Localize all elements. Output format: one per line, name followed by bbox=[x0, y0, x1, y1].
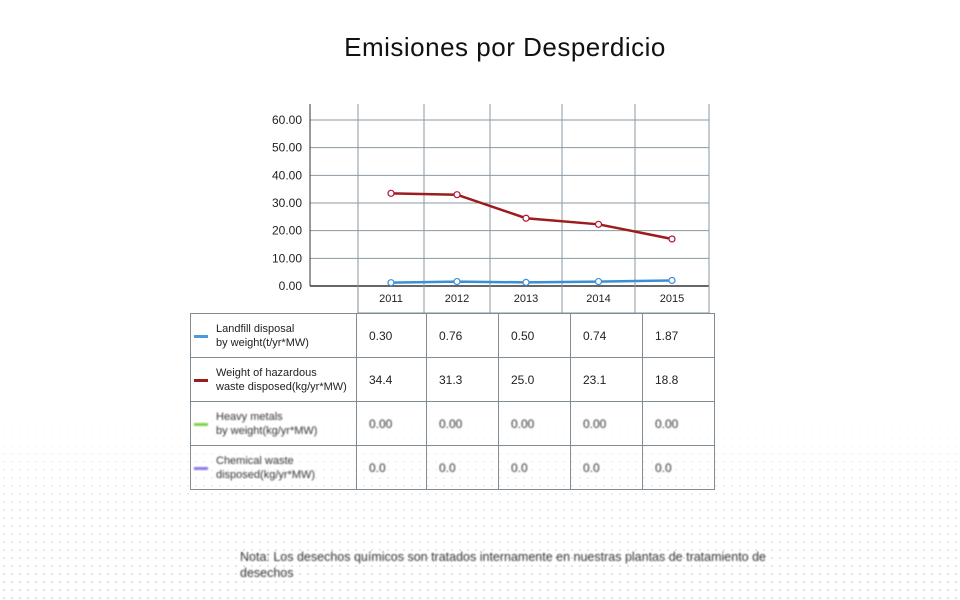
table-cell: 0.00 bbox=[498, 401, 571, 446]
x-tick-label: 2011 bbox=[379, 293, 403, 305]
series-label-line: Landfill disposal bbox=[216, 322, 295, 335]
table-cell: 0.00 bbox=[570, 401, 643, 446]
data-point bbox=[453, 277, 461, 286]
y-tick-label: 20.00 bbox=[272, 224, 302, 238]
table-cell: 0.00 bbox=[426, 401, 499, 446]
data-point bbox=[668, 276, 676, 285]
y-tick-label: 50.00 bbox=[272, 141, 302, 155]
data-point bbox=[594, 277, 603, 286]
legend-swatch bbox=[194, 466, 208, 470]
data-point bbox=[594, 220, 603, 228]
table-cell: 0.30 bbox=[356, 313, 427, 358]
data-point bbox=[522, 214, 530, 222]
table-cell: 0.0 bbox=[498, 445, 571, 490]
series-label-line: disposed(kg/yr*MW) bbox=[216, 468, 316, 481]
table-cell: 25.0 bbox=[498, 357, 571, 402]
chart-title: Emisiones por Desperdicio bbox=[344, 32, 666, 62]
legend-swatch bbox=[194, 378, 208, 382]
series-label: Weight of hazardous waste disposed(kg/yr*… bbox=[190, 357, 357, 402]
data-point bbox=[522, 278, 530, 287]
footnote: Nota: Los desechos químicos son tratados… bbox=[240, 550, 767, 580]
table-cell: 1.87 bbox=[642, 313, 715, 358]
table-row: Chemical waste disposed(kg/yr*MW) 0.0 0.0 0.… bbox=[190, 445, 715, 490]
x-tick-label: 2015 bbox=[660, 293, 684, 305]
table-cell: 0.0 bbox=[356, 445, 427, 490]
y-tick-label: 0.00 bbox=[279, 279, 303, 293]
x-tick-label: 2014 bbox=[586, 293, 610, 305]
series-label-line: Heavy metals bbox=[216, 410, 283, 423]
table-cell: 31.3 bbox=[426, 357, 499, 402]
series-label-line: waste disposed(kg/yr*MW) bbox=[216, 380, 347, 393]
series-label: Heavy metals by weight(kg/yr*MW) bbox=[190, 401, 357, 446]
series-label: Landfill disposal by weight(t/yr*MW) bbox=[190, 313, 357, 358]
table-cell: 0.50 bbox=[498, 313, 571, 358]
data-point bbox=[668, 235, 676, 243]
legend-swatch bbox=[194, 334, 208, 338]
series-line bbox=[390, 192, 673, 241]
table-cell: 18.8 bbox=[642, 357, 715, 402]
y-tick-label: 30.00 bbox=[272, 196, 302, 210]
table-cell: 0.74 bbox=[570, 313, 643, 358]
table-row: Heavy metals by weight(kg/yr*MW) 0.00 0.00 0… bbox=[190, 401, 715, 446]
series-label-line: Chemical waste bbox=[216, 454, 294, 467]
data-point bbox=[453, 191, 461, 199]
table-cell: 23.1 bbox=[570, 357, 643, 402]
x-tick-label: 2013 bbox=[514, 293, 538, 305]
table-cell: 0.0 bbox=[642, 445, 715, 490]
y-tick-label: 40.00 bbox=[272, 168, 302, 182]
y-tick-label: 10.00 bbox=[272, 251, 302, 265]
series-label-line: by weight(kg/yr*MW) bbox=[216, 424, 318, 437]
series-label-line: Weight of hazardous bbox=[216, 366, 317, 379]
table-row: Landfill disposal by weight(t/yr*MW) 0.30 0… bbox=[190, 313, 715, 358]
data-point bbox=[387, 279, 395, 287]
series-line bbox=[390, 279, 673, 284]
table-row: Weight of hazardous waste disposed(kg/yr*… bbox=[190, 357, 715, 402]
table-cell: 0.0 bbox=[570, 445, 643, 490]
y-tick-label: 60.00 bbox=[272, 113, 302, 127]
table-cell: 34.4 bbox=[356, 357, 427, 402]
series-label: Chemical waste disposed(kg/yr*MW) bbox=[190, 445, 357, 490]
table-cell: 0.00 bbox=[642, 401, 715, 446]
data-point bbox=[387, 189, 395, 197]
table-cell: 0.76 bbox=[426, 313, 499, 358]
series-label-line: by weight(t/yr*MW) bbox=[216, 336, 309, 349]
legend-swatch bbox=[194, 422, 208, 426]
x-tick-label: 2012 bbox=[445, 293, 469, 305]
data-table: Landfill disposal by weight(t/yr*MW) 0.30 0… bbox=[190, 313, 715, 490]
table-cell: 0.00 bbox=[356, 401, 427, 446]
table-cell: 0.0 bbox=[426, 445, 499, 490]
